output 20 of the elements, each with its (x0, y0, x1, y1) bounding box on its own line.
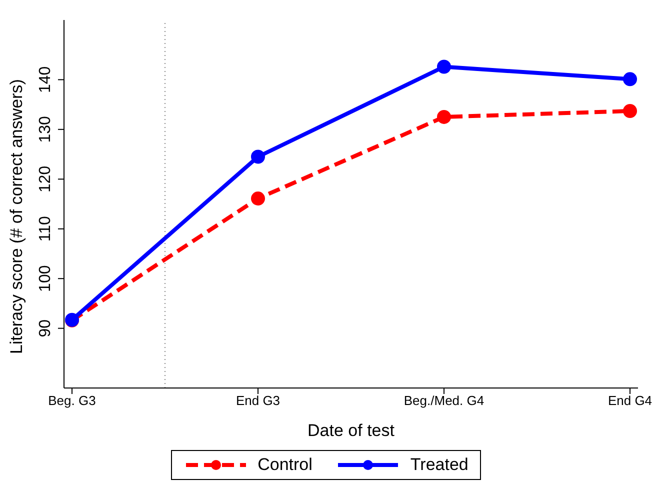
y-tick-label: 90 (37, 319, 54, 338)
y-tick-label: 120 (37, 166, 54, 192)
y-tick-label: 130 (37, 116, 54, 143)
y-tick-label: 110 (37, 216, 54, 242)
y-tick-label: 140 (37, 66, 54, 94)
y-axis-title: Literacy score (# of correct answers) (7, 79, 26, 354)
x-tick-label: End G3 (236, 393, 280, 408)
x-axis-title: Date of test (308, 421, 395, 440)
y-tick-label: 100 (37, 265, 54, 292)
point (623, 72, 637, 86)
point (623, 104, 637, 118)
point (251, 192, 265, 206)
legend-label: Control (258, 455, 312, 475)
point (437, 60, 451, 74)
x-tick-label: Beg./Med. G4 (404, 393, 484, 408)
x-tick-label: Beg. G3 (48, 393, 96, 408)
legend-label: Treated (410, 455, 468, 475)
point (251, 150, 265, 164)
x-tick-label: End G4 (608, 393, 652, 408)
point (437, 110, 451, 124)
